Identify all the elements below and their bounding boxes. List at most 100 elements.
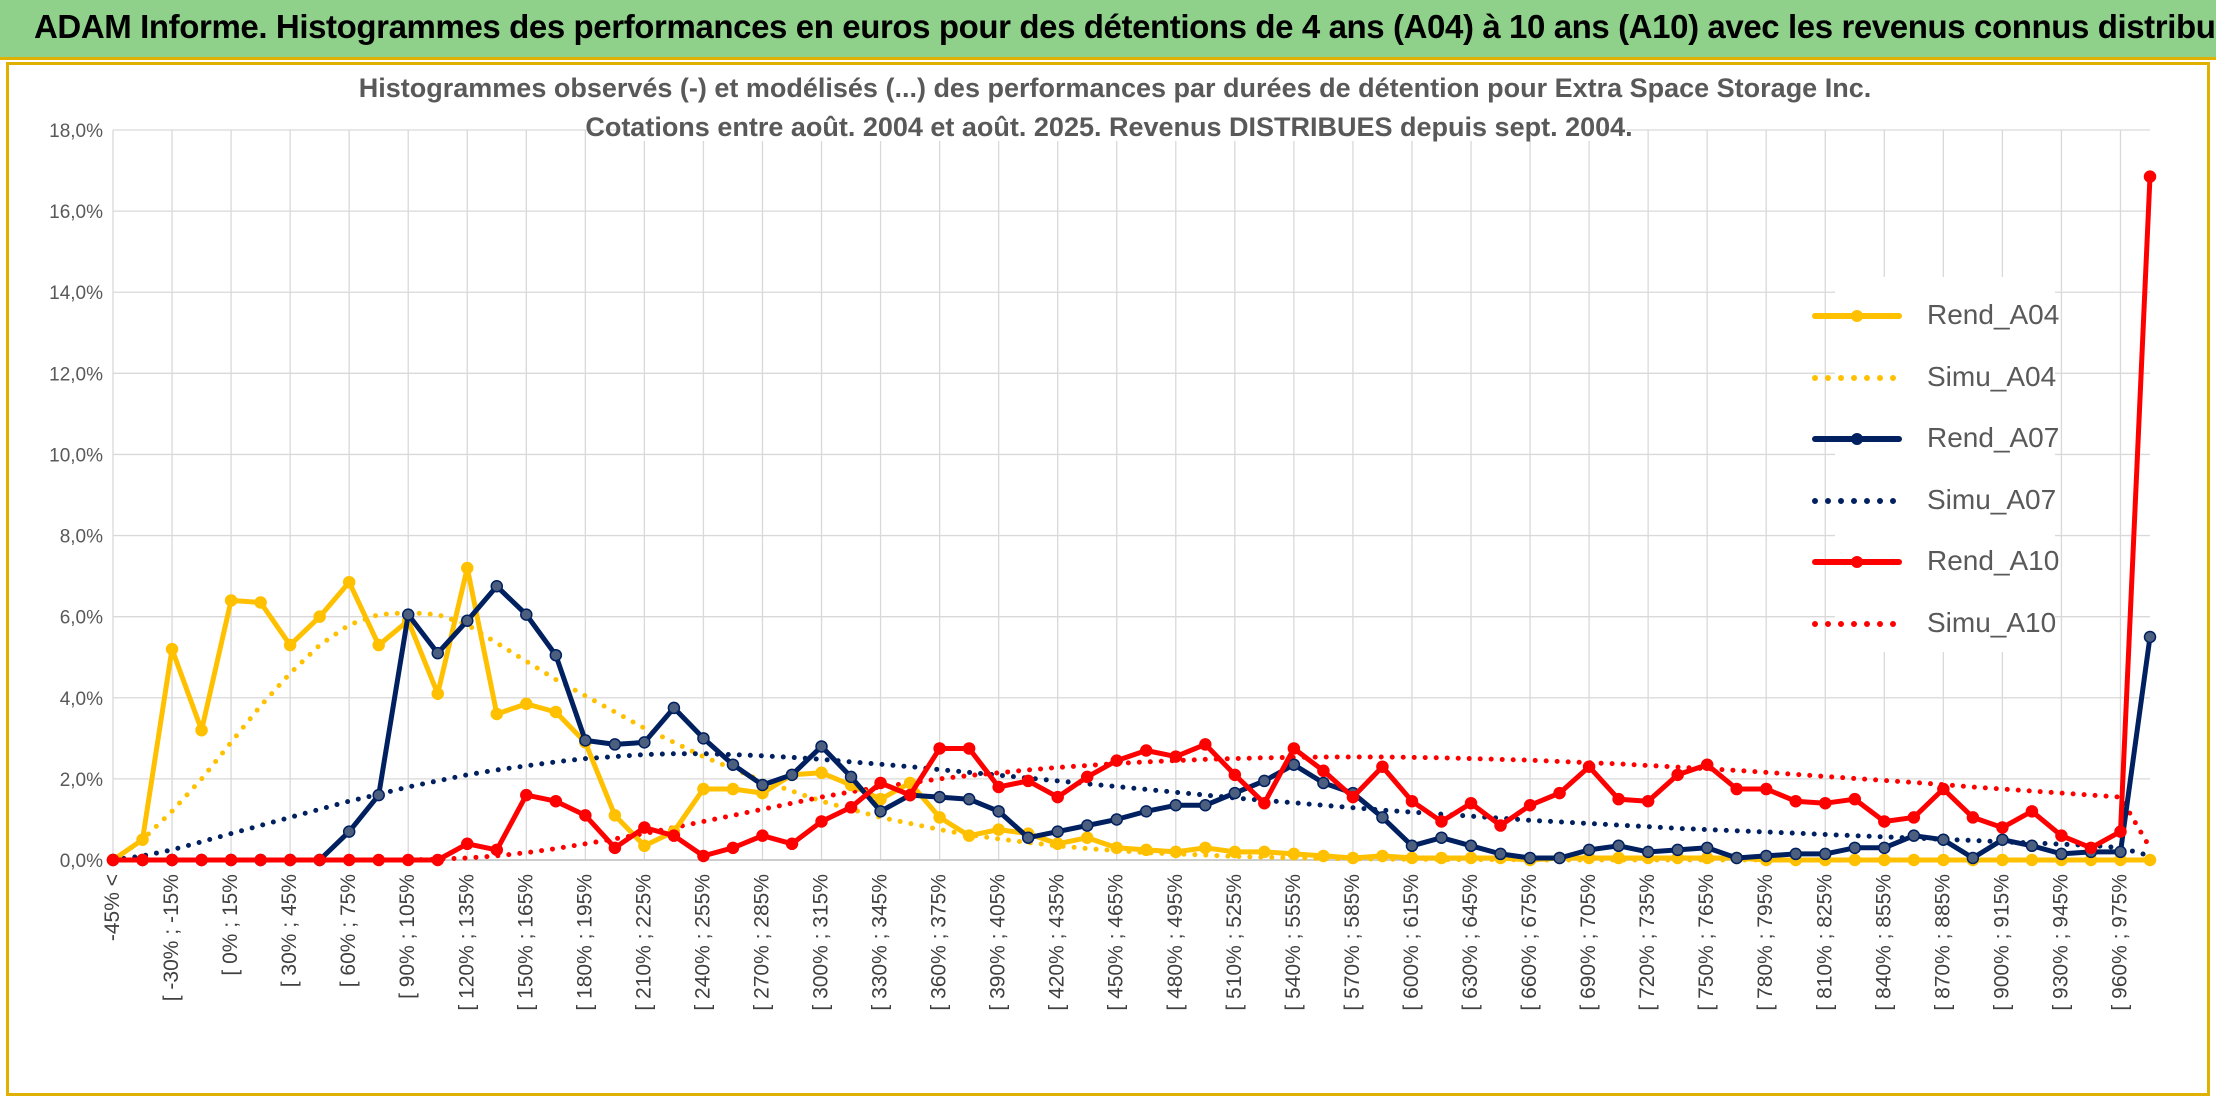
series-line-simu_a07 [110, 751, 2153, 863]
series-line-rend_a04 [110, 565, 2153, 863]
data-point [1376, 849, 1389, 863]
data-point [1937, 853, 1950, 867]
data-point [608, 738, 622, 751]
data-point [1228, 845, 1242, 859]
data-point [1140, 843, 1153, 857]
x-tick-label: [ 480% ; 495% [1164, 874, 1187, 1011]
data-point [136, 853, 149, 867]
data-point [2025, 805, 2039, 818]
data-point [1228, 786, 1242, 800]
x-tick-label: [ 360% ; 375% [928, 874, 951, 1011]
x-tick-label: [ 420% ; 435% [1046, 874, 1069, 1011]
data-point [992, 780, 1005, 794]
data-point [1700, 758, 1714, 771]
data-point [1996, 821, 2009, 834]
chart-subtitle: Cotations entre août. 2004 et août. 2025… [585, 112, 1632, 142]
data-point [520, 697, 533, 711]
data-point [1021, 774, 1035, 788]
x-tick-label: [ 90% ; 105% [396, 874, 419, 999]
x-tick-label: [ 210% ; 225% [632, 874, 655, 1011]
data-point [697, 849, 710, 863]
x-tick-label: [ 630% ; 645% [1459, 874, 1482, 1011]
y-tick-label: 14,0% [49, 283, 103, 304]
x-tick-label: [ 60% ; 75% [337, 874, 360, 987]
x-tick-label: [ 180% ; 195% [573, 874, 596, 1011]
data-point [1258, 774, 1271, 788]
legend-item-simu_a07: Simu_A07 [1812, 482, 2056, 522]
x-tick-label: [ 450% ; 465% [1105, 874, 1128, 1011]
data-point [726, 758, 740, 771]
data-point [1878, 841, 1891, 855]
x-tick-label: -45% < [101, 874, 124, 941]
data-point [1819, 847, 1832, 861]
x-tick-label: [ 810% ; 825% [1813, 874, 1836, 1011]
data-point [815, 740, 828, 753]
x-tick-label: [ 300% ; 315% [810, 874, 833, 1011]
x-tick-label: [ 510% ; 525% [1223, 874, 1246, 1011]
data-point [697, 782, 710, 796]
data-point [490, 580, 504, 593]
data-point [1346, 790, 1360, 804]
data-point [1582, 843, 1596, 857]
data-point [461, 837, 474, 851]
data-point [1523, 799, 1537, 812]
legend-item-simu_a04: Simu_A04 [1812, 359, 2057, 399]
x-tick-label: [ 930% ; 945% [2049, 874, 2072, 1011]
x-tick-label: [ -30% ; -15% [160, 874, 183, 1001]
data-point [1966, 811, 1980, 824]
header-bar: ADAM Informe. Histogrammes des performan… [0, 0, 2216, 60]
data-point [1287, 847, 1301, 861]
x-tick-label: [ 600% ; 615% [1400, 874, 1423, 1011]
data-point [224, 853, 238, 867]
data-point [1730, 782, 1743, 796]
data-point [962, 829, 976, 842]
legend-item-rend_a10: Rend_A10 [1812, 543, 2059, 583]
legend-label: Simu_A04 [1927, 360, 2057, 392]
data-point [992, 823, 1005, 836]
data-point [874, 776, 887, 790]
data-point [1494, 819, 1507, 832]
data-point [697, 732, 710, 745]
x-tick-label: [ 150% ; 165% [514, 874, 537, 1011]
data-point [903, 788, 917, 802]
data-point [1848, 853, 1862, 867]
data-point [726, 782, 740, 796]
data-point [608, 809, 622, 822]
data-point [815, 815, 828, 828]
data-point [313, 610, 326, 623]
data-point [1051, 825, 1064, 838]
data-point [1051, 837, 1064, 851]
data-point [1228, 768, 1242, 782]
x-tick-label: [ 900% ; 915% [1990, 874, 2013, 1011]
legend-swatch [1812, 374, 1902, 381]
data-point [1907, 829, 1921, 842]
chart-frame: 0,0% 2,0% 4,0% 6,0% 8,0% 10,0% 12,0% 14,0% 16,0%… [6, 62, 2210, 1096]
data-point [2084, 841, 2098, 855]
chart-axes: 0,0% 2,0% 4,0% 6,0% 8,0% 10,0% 12,0% 14,0% 16,0%… [49, 121, 2150, 1011]
data-point [2055, 847, 2068, 861]
data-point [520, 788, 533, 802]
data-point [2114, 825, 2127, 838]
data-point [815, 766, 828, 780]
data-point [1612, 792, 1625, 806]
legend-swatch [1812, 310, 1902, 322]
data-point [844, 770, 858, 784]
legend-swatch [1812, 620, 1902, 627]
data-point [1612, 839, 1625, 853]
data-point [1641, 845, 1655, 859]
x-tick-label: [ 240% ; 255% [691, 874, 714, 1011]
chart-title-background [407, 73, 1825, 103]
data-point [2143, 630, 2157, 644]
chart-grid [112, 129, 2150, 861]
data-point [1405, 839, 1419, 853]
x-tick-label: [ 330% ; 345% [869, 874, 892, 1011]
data-point [1937, 782, 1950, 796]
data-point [1199, 738, 1212, 751]
data-point [1169, 845, 1183, 859]
data-point [1110, 754, 1123, 767]
data-point [638, 839, 651, 853]
data-point [1258, 845, 1271, 859]
data-point [1376, 760, 1389, 773]
data-point [1878, 815, 1891, 828]
data-point [342, 575, 356, 589]
